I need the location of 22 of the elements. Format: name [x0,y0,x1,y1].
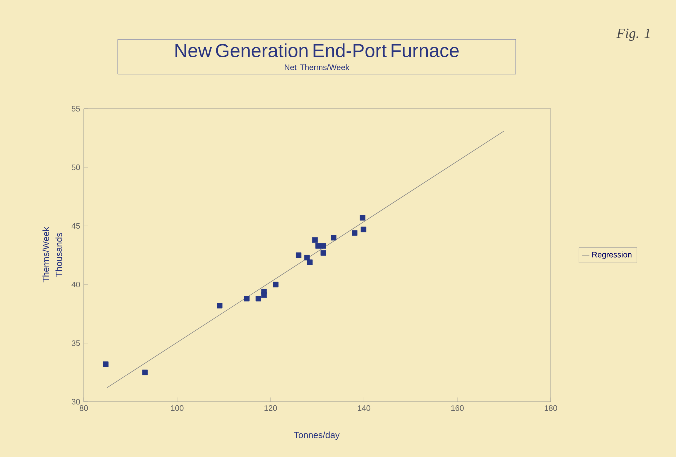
point [103,362,109,368]
point [244,296,250,302]
point [360,215,366,221]
text: Thousands [56,233,62,277]
point [312,237,318,244]
x-axis-title: Tonnes/day [294,432,340,440]
point [360,226,367,232]
point [273,282,279,288]
caption: Fig. 1 [616,28,650,42]
point [320,243,326,249]
point [331,235,337,241]
point [261,292,268,298]
point [296,252,302,258]
point [307,260,313,266]
y-axis-title: Therms/Week [42,227,50,283]
point [352,230,358,236]
point [217,303,223,309]
point [320,250,326,256]
point [142,370,148,376]
chart-title: New Generation End-Port Furnace [176,44,459,58]
point [256,296,262,302]
point [316,243,322,249]
